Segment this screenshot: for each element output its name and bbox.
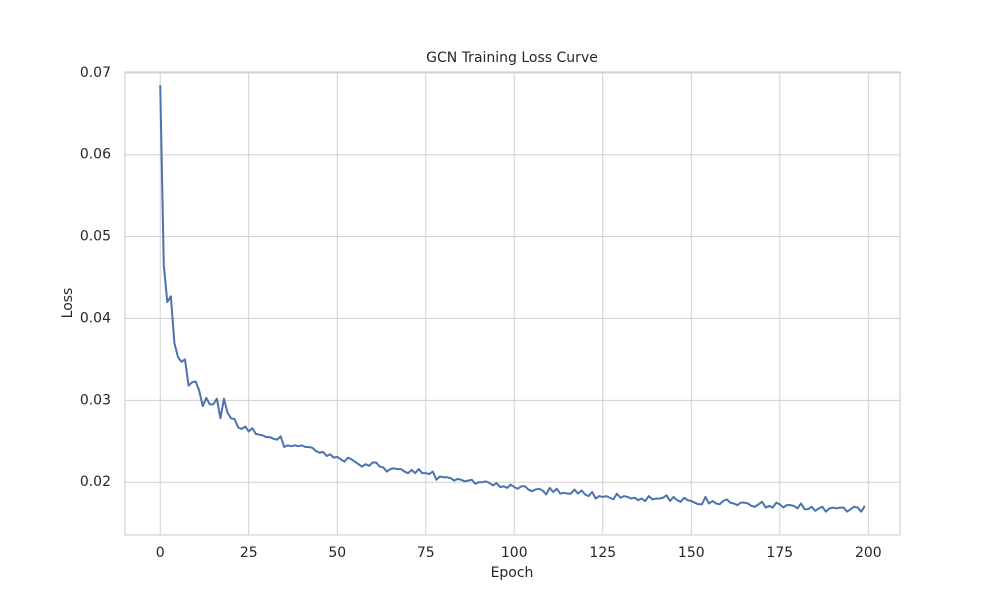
x-tick-label: 200 — [855, 545, 882, 561]
plot-frame — [124, 71, 901, 536]
x-tick-label: 0 — [156, 545, 165, 561]
x-tick-label: 25 — [240, 545, 258, 561]
y-tick-label: 0.05 — [80, 229, 111, 245]
y-axis-label: Loss — [60, 288, 76, 319]
y-tick-label: 0.07 — [80, 65, 111, 81]
y-tick-label: 0.03 — [80, 392, 111, 408]
x-tick-label: 50 — [328, 545, 346, 561]
chart-title: GCN Training Loss Curve — [426, 50, 598, 66]
x-tick-label: 100 — [501, 545, 528, 561]
x-axis-label: Epoch — [491, 565, 534, 581]
y-tick-label: 0.06 — [80, 147, 111, 163]
x-tick-label: 150 — [678, 545, 705, 561]
y-tick-label: 0.02 — [80, 474, 111, 490]
x-tick-label: 75 — [417, 545, 435, 561]
loss-line — [159, 85, 866, 513]
x-tick-label: 175 — [766, 545, 793, 561]
y-tick-label: 0.04 — [80, 310, 111, 326]
x-tick-label: 125 — [589, 545, 616, 561]
